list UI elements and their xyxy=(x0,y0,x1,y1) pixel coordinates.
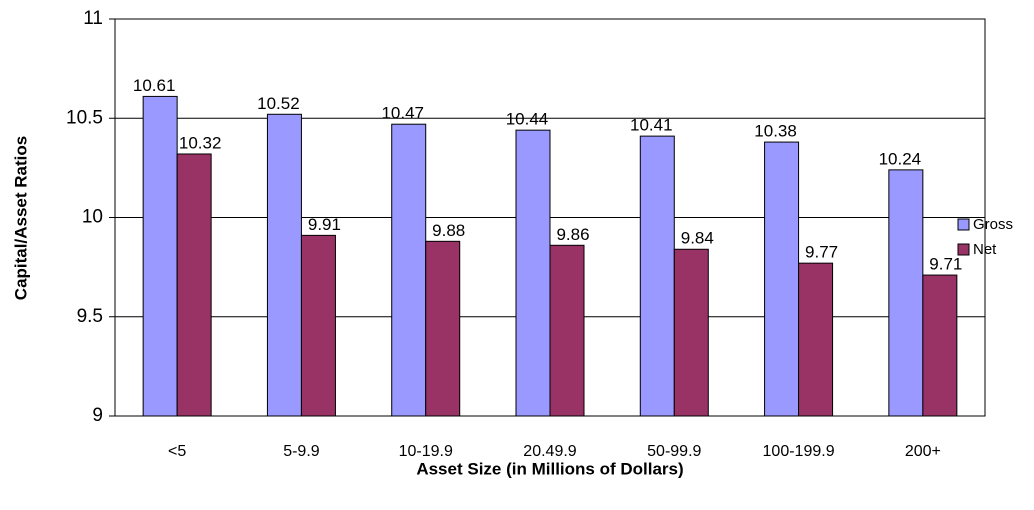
bar xyxy=(673,248,709,417)
data-label: 10.38 xyxy=(754,122,797,141)
y-tick-label: 10.5 xyxy=(66,107,103,128)
bar xyxy=(764,141,800,417)
legend-label: Net xyxy=(973,241,997,258)
data-label: 10.47 xyxy=(381,104,424,123)
x-tick-label: 5-9.9 xyxy=(283,443,320,460)
x-axis-title: Asset Size (in Millions of Dollars) xyxy=(416,459,683,478)
data-label: 9.86 xyxy=(556,225,589,244)
bar xyxy=(515,129,551,417)
bar xyxy=(798,262,834,417)
data-label: 10.44 xyxy=(506,110,549,129)
data-label: 10.32 xyxy=(179,133,222,152)
bar xyxy=(142,95,178,417)
x-tick-label: <5 xyxy=(168,443,186,460)
x-tick-label: 200+ xyxy=(905,443,941,460)
y-tick-label: 9 xyxy=(92,405,103,426)
data-label: 10.24 xyxy=(879,149,922,168)
legend-label: Gross xyxy=(973,216,1013,233)
y-tick-label: 9.5 xyxy=(77,306,103,327)
bar xyxy=(425,240,461,417)
data-label: 10.41 xyxy=(630,116,673,135)
data-label: 9.88 xyxy=(432,221,465,240)
data-label: 9.91 xyxy=(308,215,341,234)
data-label: 9.84 xyxy=(681,229,714,248)
bar xyxy=(639,135,675,417)
y-axis-title: Capital/Asset Ratios xyxy=(11,136,30,300)
legend-swatch xyxy=(957,218,970,231)
x-tick-label: 20.49.9 xyxy=(523,443,576,460)
bar xyxy=(391,123,427,417)
bar xyxy=(888,169,924,417)
data-label: 9.77 xyxy=(805,243,838,262)
bar xyxy=(922,274,958,417)
legend-swatch xyxy=(957,243,970,256)
bar xyxy=(300,234,336,417)
data-label: 9.71 xyxy=(929,255,962,274)
data-label: 10.52 xyxy=(257,94,300,113)
bar xyxy=(266,113,302,417)
bar xyxy=(176,153,212,417)
y-tick-label: 11 xyxy=(83,8,103,29)
y-tick-label: 10 xyxy=(82,207,103,228)
bar xyxy=(549,244,585,417)
x-tick-label: 50-99.9 xyxy=(647,443,701,460)
data-label: 10.61 xyxy=(133,76,176,95)
x-tick-label: 100-199.9 xyxy=(763,443,835,460)
x-tick-label: 10-19.9 xyxy=(399,443,453,460)
